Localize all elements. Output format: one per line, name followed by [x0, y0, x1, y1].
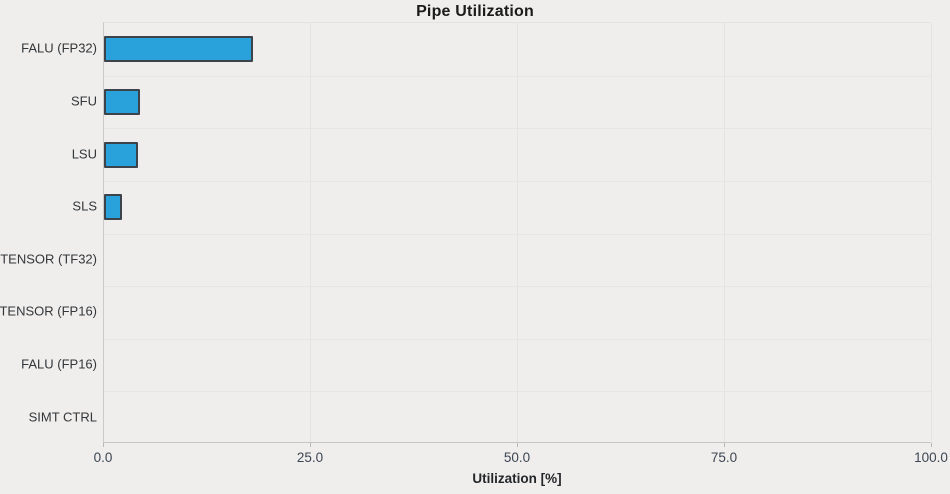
- plot-area: [103, 22, 932, 444]
- x-tick-label: 75.0: [710, 450, 738, 465]
- horizontal-gridline: [104, 180, 931, 182]
- bar-row: [104, 391, 931, 444]
- x-tick-label: 100.0: [914, 450, 948, 465]
- x-tick-mark: [724, 443, 725, 447]
- horizontal-gridline: [104, 338, 931, 340]
- vertical-gridline: [931, 23, 932, 442]
- x-tick-label: 25.0: [296, 450, 324, 465]
- x-tick-label: 50.0: [503, 450, 531, 465]
- y-axis-label: SFU: [71, 93, 97, 109]
- y-axis-label: TENSOR (TF32): [0, 251, 97, 267]
- y-axis-label: FALU (FP16): [21, 356, 97, 372]
- bar-row: [104, 128, 931, 181]
- utilization-bar: [104, 88, 141, 115]
- horizontal-gridline: [104, 75, 931, 77]
- horizontal-gridline: [104, 391, 931, 393]
- horizontal-gridline: [104, 233, 931, 235]
- x-axis-title: Utilization [%]: [472, 471, 562, 486]
- vertical-gridline: [310, 23, 311, 442]
- bar-row: [104, 23, 931, 76]
- x-tick-mark: [310, 443, 311, 447]
- utilization-bar: [104, 36, 254, 63]
- x-tick-mark: [931, 443, 932, 447]
- bar-row: [104, 286, 931, 339]
- vertical-gridline: [724, 23, 725, 442]
- bar-row: [104, 76, 931, 129]
- bar-row: [104, 181, 931, 234]
- y-axis-label: TENSOR (FP16): [0, 303, 97, 319]
- x-tick-mark: [103, 443, 104, 447]
- utilization-bar: [104, 141, 138, 168]
- x-tick-mark: [517, 443, 518, 447]
- y-axis-label: SIMT CTRL: [28, 409, 97, 425]
- y-axis-label: FALU (FP32): [21, 40, 97, 56]
- chart-title: Pipe Utilization: [416, 3, 534, 20]
- x-tick-label: 0.0: [93, 450, 113, 465]
- horizontal-gridline: [104, 286, 931, 288]
- utilization-bar: [104, 194, 123, 221]
- bar-row: [104, 234, 931, 287]
- horizontal-gridline: [104, 128, 931, 130]
- bar-row: [104, 339, 931, 392]
- y-axis-label: SLS: [72, 198, 97, 214]
- y-axis-label: LSU: [71, 146, 97, 162]
- vertical-gridline: [517, 23, 518, 442]
